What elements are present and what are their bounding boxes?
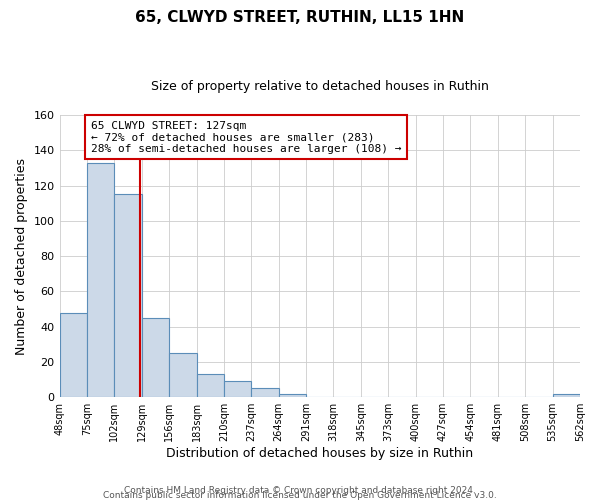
Bar	[553, 394, 580, 397]
Text: Contains HM Land Registry data © Crown copyright and database right 2024.: Contains HM Land Registry data © Crown c…	[124, 486, 476, 495]
Bar	[142, 318, 169, 397]
Bar	[169, 353, 197, 397]
Bar	[87, 162, 115, 397]
Bar	[224, 382, 251, 397]
Bar	[251, 388, 278, 397]
Text: Contains public sector information licensed under the Open Government Licence v3: Contains public sector information licen…	[103, 490, 497, 500]
Y-axis label: Number of detached properties: Number of detached properties	[15, 158, 28, 354]
Bar	[197, 374, 224, 397]
Bar	[59, 312, 87, 397]
Title: Size of property relative to detached houses in Ruthin: Size of property relative to detached ho…	[151, 80, 489, 93]
Bar	[278, 394, 306, 397]
Bar	[115, 194, 142, 397]
Text: 65 CLWYD STREET: 127sqm
← 72% of detached houses are smaller (283)
28% of semi-d: 65 CLWYD STREET: 127sqm ← 72% of detache…	[91, 120, 401, 154]
X-axis label: Distribution of detached houses by size in Ruthin: Distribution of detached houses by size …	[166, 447, 473, 460]
Text: 65, CLWYD STREET, RUTHIN, LL15 1HN: 65, CLWYD STREET, RUTHIN, LL15 1HN	[136, 10, 464, 25]
